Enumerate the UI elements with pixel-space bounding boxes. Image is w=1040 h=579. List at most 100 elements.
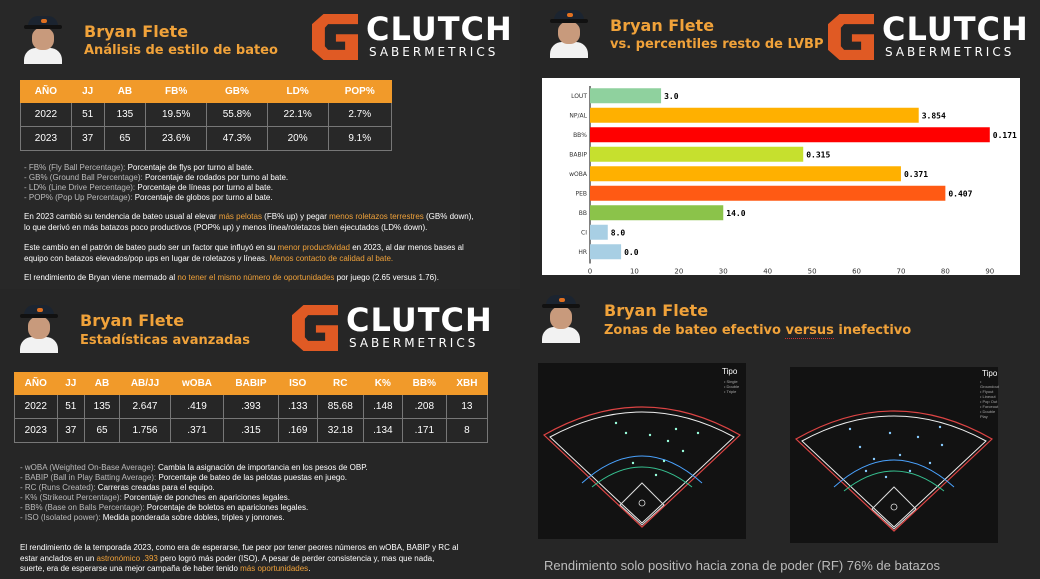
table-header-cell: JJ [56, 372, 86, 395]
table-cell: 20% [266, 126, 329, 151]
table-cell: .315 [223, 418, 279, 443]
table-cell: 55.8% [206, 102, 268, 127]
x-tick-label: 90 [985, 268, 994, 276]
analysis-paragraph-1: En 2023 cambió su tendencia de bateo usu… [24, 212, 474, 232]
player-avatar [546, 8, 590, 58]
player-avatar [20, 14, 64, 64]
legend-item: • Double [724, 384, 740, 389]
table-cell: 85.68 [316, 394, 364, 419]
panel-subtitle: vs. percentiles resto de LVBP [610, 37, 824, 52]
bar-value-label: 3.0 [664, 92, 679, 101]
legend-item: • Groundout [980, 379, 999, 389]
definition-item: - BABIP (Ball in Play Batting Average): … [20, 473, 348, 482]
legend-item: • Lineout [980, 394, 996, 399]
definition-item: - GB% (Ground Ball Percentage): Porcenta… [24, 173, 289, 182]
analysis-paragraph: El rendimiento de la temporada 2023, com… [20, 543, 459, 573]
table-cell: .208 [401, 394, 447, 419]
x-tick-label: 20 [674, 268, 683, 276]
baseball-field-icon [542, 406, 742, 528]
table-cell: 37 [56, 418, 86, 443]
table-header-cell: JJ [70, 80, 105, 103]
legend-item: • Forceout [980, 404, 999, 409]
table-cell: 2023 [20, 126, 72, 151]
category-label: LOUT [571, 93, 587, 100]
batting-style-table: AÑO JJ AB FB% GB% LD% POP% 2022 51 135 19.5% 55.8%… [20, 80, 392, 151]
player-avatar [538, 293, 582, 343]
table-header-cell: AÑO [20, 80, 72, 103]
advanced-stats-panel: Bryan Flete Estadísticas avanzadas CLUTC… [0, 289, 520, 579]
legend-items: • Groundout • Flyout • Lineout • Pop Out • F… [980, 379, 999, 419]
spray-chart-hits: Tipo • Single • Double • Triple [538, 363, 746, 539]
table-header-cell: AB [84, 372, 121, 395]
category-label: wOBA [569, 171, 588, 178]
table-header-cell: AB/JJ [119, 372, 171, 395]
x-tick-label: 70 [896, 268, 905, 276]
table-cell: 37 [70, 126, 105, 151]
table-cell: 9.1% [327, 126, 392, 151]
hit-zones-panel: Bryan Flete Zonas de bateo efectivo vers… [520, 289, 1040, 579]
table-cell: .133 [277, 394, 318, 419]
definition-item: - FB% (Fly Ball Percentage): Porcentaje … [24, 163, 254, 172]
bar-value-label: 3.854 [922, 111, 946, 120]
table-cell: 1.756 [119, 418, 171, 443]
bar-value-label: 14.0 [726, 209, 745, 218]
table-cell: 47.3% [206, 126, 268, 151]
x-tick-label: 60 [852, 268, 861, 276]
category-label: BABIP [569, 151, 587, 158]
table-cell: 2023 [14, 418, 58, 443]
x-tick-label: 30 [719, 268, 728, 276]
legend-item: • Single [724, 379, 738, 384]
bar-value-label: 0.407 [948, 189, 972, 198]
legend-item: • Double Play [980, 409, 996, 419]
table-cell: .171 [401, 418, 447, 443]
bar [590, 185, 946, 201]
bar-value-label: 0.315 [806, 150, 830, 159]
clutch-logo-icon [828, 14, 874, 60]
table-header-cell: AÑO [14, 372, 58, 395]
table-row: 2023 37 65 1.756.371.315.169 32.18.134.171 8 [14, 418, 489, 443]
bar [590, 166, 901, 182]
table-cell: 2022 [14, 394, 58, 419]
legend-title: Tipo [722, 367, 738, 376]
table-cell: .148 [362, 394, 403, 419]
clutch-logo: CLUTCH SABERMETRICS [312, 10, 512, 62]
x-tick-label: 40 [763, 268, 772, 276]
table-cell: 2.647 [119, 394, 171, 419]
bar [590, 146, 804, 162]
table-header-cell: K% [362, 372, 403, 395]
category-label: BB% [573, 132, 587, 139]
panel-subtitle: Análisis de estilo de bateo [84, 43, 278, 58]
player-name: Bryan Flete [80, 311, 185, 330]
player-avatar [16, 303, 60, 353]
analysis-paragraph-2: Este cambio en el patrón de bateo pudo s… [24, 243, 464, 263]
percentile-bar-chart: LOUT 3.0 NP/AL 3.854 BB% 0.171 BABIP 0.315 wOBA 0… [569, 86, 1017, 276]
table-cell: 8 [445, 418, 489, 443]
bar-value-label: 0.171 [993, 131, 1017, 140]
table-header-cell: RC [316, 372, 364, 395]
bar-value-label: 0.0 [624, 248, 639, 257]
table-cell: .134 [362, 418, 403, 443]
table-cell: .169 [277, 418, 318, 443]
bar [590, 244, 622, 260]
legend-title: Tipo [982, 369, 998, 378]
table-cell: 65 [84, 418, 121, 443]
table-cell: 2.7% [327, 102, 392, 127]
definition-item: - wOBA (Weighted On-Base Average): Cambi… [20, 463, 368, 472]
definition-item: - RC (Runs Created): Carreras creadas pa… [20, 483, 215, 492]
batting-style-panel: Bryan Flete Análisis de estilo de bateo … [0, 0, 520, 289]
table-cell: 51 [56, 394, 86, 419]
table-cell: .419 [169, 394, 225, 419]
x-tick-label: 0 [588, 268, 592, 276]
category-label: CI [581, 229, 587, 236]
table-header-cell: FB% [145, 80, 208, 103]
table-header-cell: BABIP [223, 372, 279, 395]
player-name: Bryan Flete [84, 22, 189, 41]
player-name: Bryan Flete [610, 16, 715, 35]
bar [590, 127, 990, 143]
chart-caption: Rendimiento solo positivo hacia zona de … [544, 558, 941, 573]
table-cell: 23.6% [145, 126, 208, 151]
table-cell: .371 [169, 418, 225, 443]
x-tick-label: 80 [941, 268, 950, 276]
bar [590, 107, 919, 123]
table-cell: 13 [445, 394, 489, 419]
